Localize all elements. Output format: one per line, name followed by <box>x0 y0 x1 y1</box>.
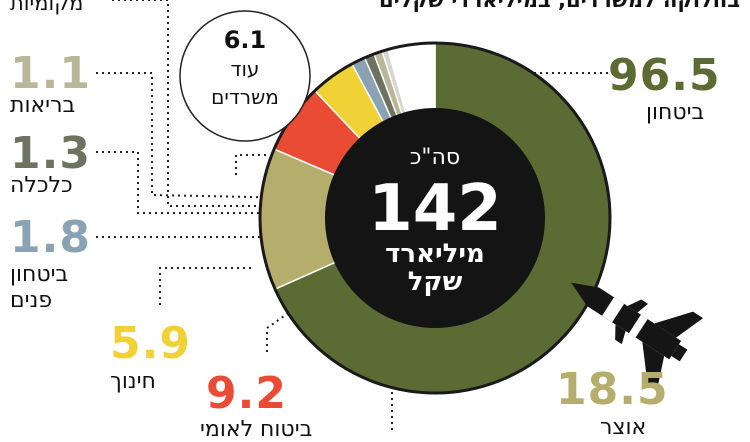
internal-security-label-line1: ביטחון <box>10 262 69 287</box>
national-insurance-value: 9.2 <box>206 368 287 419</box>
center-prefix: סה"כ <box>410 145 460 170</box>
chart-title: בחלוקה למשרדים, במיליארדי שקלים <box>379 0 740 12</box>
center-unit-line2: שקל <box>408 267 463 297</box>
bubble-value: 6.1 <box>224 26 267 54</box>
leader-health <box>96 72 301 199</box>
treasury-label: אוצר <box>600 415 647 440</box>
leader-education <box>159 267 255 305</box>
local-authorities-label: מקומיות <box>10 0 84 15</box>
bubble-label-line2: משרדים <box>211 85 279 109</box>
center-disc <box>325 108 545 328</box>
defense-value: 96.5 <box>608 50 721 101</box>
other-ministries-bubble: 6.1 עוד משרדים <box>179 10 311 142</box>
donut-chart: סה"כ 142 מיליארד שקל 6.1 עוד משרדים <box>96 0 704 430</box>
health-label: בריאות <box>10 93 76 118</box>
bubble-label-line1: עוד <box>231 57 260 81</box>
treasury-value: 18.5 <box>556 364 669 415</box>
leader-national-insurance <box>266 304 301 352</box>
missile-icon <box>571 282 704 389</box>
donut-outer-rim <box>258 41 612 395</box>
education-label: חינוך <box>110 369 156 394</box>
center-unit-line1: מיליארד <box>385 239 485 269</box>
internal-security-label-line2: פנים <box>10 288 53 313</box>
leader-economy <box>96 151 300 214</box>
health-value: 1.1 <box>10 48 91 99</box>
leader-other <box>235 154 270 175</box>
economy-value: 1.3 <box>10 128 91 179</box>
center-total: 142 <box>368 172 502 246</box>
education-value: 5.9 <box>110 318 191 369</box>
defense-label: ביטחון <box>646 100 705 125</box>
economy-label: כלכלה <box>10 173 73 198</box>
internal-security-value: 1.8 <box>10 212 91 263</box>
